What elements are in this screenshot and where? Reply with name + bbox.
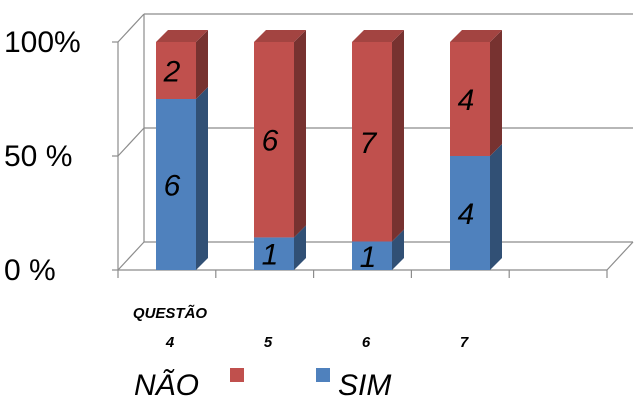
bar-side (196, 30, 208, 99)
y-tick-label: 0 % (4, 254, 56, 287)
data-label: 4 (458, 84, 475, 117)
bar-side (392, 229, 404, 270)
data-label: 2 (163, 56, 181, 89)
bar-top (156, 30, 208, 42)
bar-side (392, 30, 404, 242)
bar-front (352, 42, 392, 242)
bar-front (156, 99, 196, 270)
x-axis-labels: QUESTÃO 4 5 6 7 (133, 304, 469, 351)
bar-segment-sim: 1 (352, 229, 404, 274)
bar-top (352, 30, 404, 42)
data-label: 6 (164, 170, 181, 203)
bar-front (450, 42, 490, 156)
x-tick-label: 4 (165, 334, 175, 351)
bar-front (450, 156, 490, 270)
bar-front (352, 241, 392, 270)
bar-segment-não: 7 (352, 30, 404, 242)
legend-label: SIM (338, 369, 391, 398)
data-label: 6 (262, 125, 279, 158)
y-axis-tick-labels: 0 % 50 % 100% (4, 26, 81, 287)
bar-segment-não: 2 (156, 30, 208, 99)
legend-item-nao: NÃO (134, 368, 244, 398)
bar-top (254, 30, 306, 42)
legend-swatch (230, 368, 244, 382)
bar-side (490, 144, 502, 270)
x-tick-label: 5 (264, 334, 273, 351)
y-tick-label: 50 % (4, 140, 72, 173)
data-label: 1 (262, 239, 279, 272)
legend-label: NÃO (134, 368, 199, 398)
bars: 6 2 1 6 1 7 4 4 (156, 30, 502, 274)
bar-segment-sim: 1 (254, 225, 306, 272)
legend-swatch (316, 368, 330, 382)
bar-side (294, 30, 306, 238)
bar-front (254, 42, 294, 238)
legend-item-sim: SIM (316, 368, 391, 398)
gridline-depth (117, 241, 145, 271)
data-label: 7 (360, 127, 378, 160)
data-label: 1 (360, 241, 377, 274)
bar-segment-não: 4 (450, 30, 502, 156)
bar-side (490, 30, 502, 156)
bar-front (156, 42, 196, 99)
bar-front (254, 237, 294, 270)
data-label: 4 (458, 198, 475, 231)
legend: NÃO SIM (134, 368, 391, 398)
gridline-depth (117, 13, 145, 43)
bar-side (196, 87, 208, 270)
bar-segment-sim: 6 (156, 87, 208, 270)
bar-segment-não: 6 (254, 30, 306, 238)
x-axis-title: QUESTÃO (133, 304, 208, 322)
y-tick-label: 100% (4, 26, 81, 59)
bar-segment-sim: 4 (450, 144, 502, 270)
gridline-depth (117, 127, 145, 157)
bar-side (294, 225, 306, 270)
bar-top (450, 30, 502, 42)
x-tick-label: 6 (362, 334, 371, 351)
floor-right-edge (606, 241, 634, 271)
x-tick-label: 7 (460, 334, 469, 351)
